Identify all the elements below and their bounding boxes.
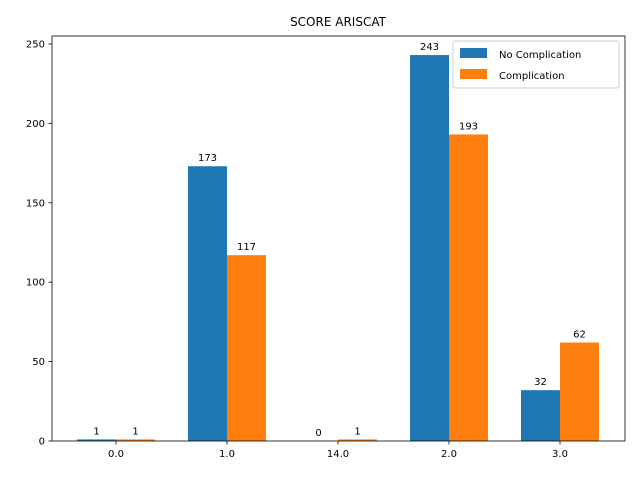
y-tick-label-1: 50 [32,357,45,368]
legend-swatch-no-complication [460,48,487,58]
bar-label-no-complication-2: 0 [315,428,321,439]
bar-complication-2 [338,439,377,441]
bar-no-complication-3 [410,55,449,441]
bars-group [77,55,599,441]
bar-label-complication-3: 193 [459,121,478,132]
y-tick-label-0: 0 [39,437,45,448]
bar-label-complication-4: 62 [573,330,586,341]
bar-label-no-complication-0: 1 [93,426,99,437]
bar-no-complication-4 [521,390,560,441]
legend-box [452,40,620,89]
y-tick-label-3: 150 [26,198,45,209]
bar-label-complication-0: 1 [132,426,138,437]
plot-frame [51,35,626,442]
y-axis: 0 50 100 150 200 250 [26,39,52,448]
x-tick-label-3: 2.0 [441,449,457,460]
bar-labels-group: 1 1 173 117 0 1 243 193 32 62 [93,42,586,439]
y-tick-label-2: 100 [26,278,45,289]
bar-complication-1 [227,255,266,441]
bar-label-complication-1: 117 [237,242,256,253]
legend-label-no-complication: No Complication [499,50,581,61]
bar-label-no-complication-4: 32 [534,377,547,388]
bar-complication-0 [116,439,155,441]
bar-label-no-complication-1: 173 [198,153,217,164]
x-tick-label-0: 0.0 [108,449,124,460]
legend: No Complication Complication [452,40,620,89]
legend-label-complication: Complication [499,71,565,82]
chart-title: SCORE ARISCAT [290,15,387,29]
bar-no-complication-1 [188,166,227,441]
bar-complication-3 [449,134,488,441]
y-tick-label-4: 200 [26,119,45,130]
bar-label-no-complication-3: 243 [420,42,439,53]
x-tick-label-4: 3.0 [552,449,568,460]
y-tick-label-5: 250 [26,39,45,50]
bar-no-complication-0 [77,439,116,441]
x-axis: 0.0 1.0 14.0 2.0 3.0 [108,441,568,460]
bar-label-complication-2: 1 [354,426,360,437]
legend-swatch-complication [460,69,487,79]
x-tick-label-1: 1.0 [219,449,235,460]
x-tick-label-2: 14.0 [327,449,349,460]
bar-complication-4 [560,342,599,441]
